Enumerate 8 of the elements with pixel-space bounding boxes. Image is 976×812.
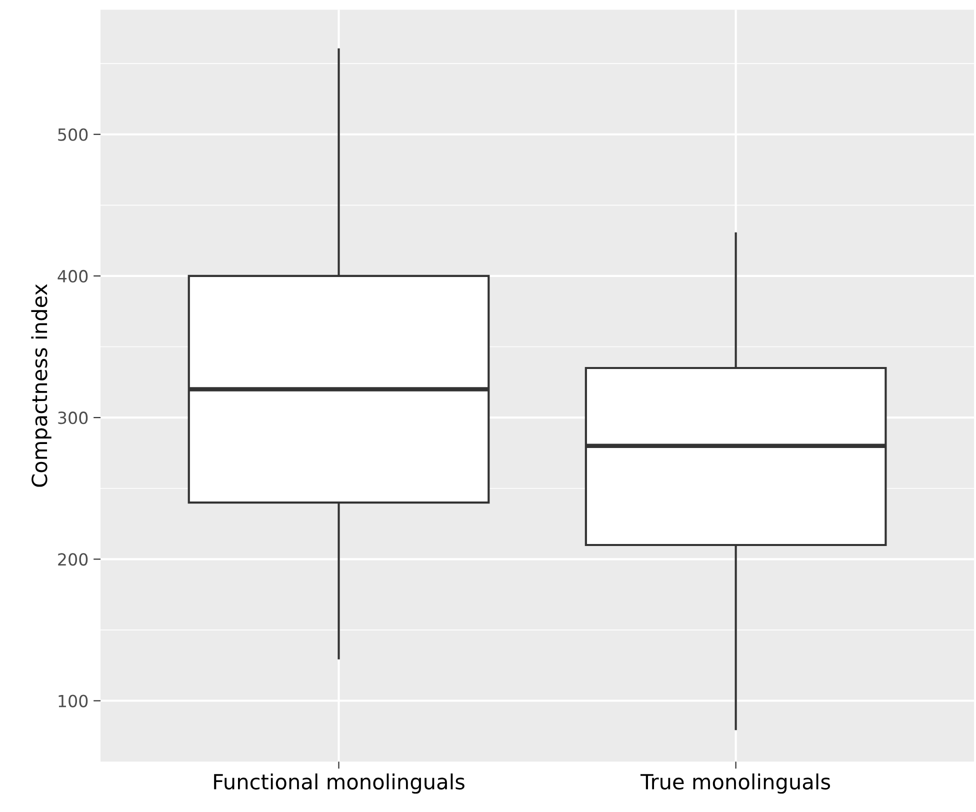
y-axis-title: Compactness index — [31, 284, 52, 487]
y-tick-label: 100 — [58, 694, 88, 708]
y-tick-label: 300 — [58, 412, 88, 424]
y-tick-label: 400 — [58, 270, 88, 283]
x-tick-label: True monolinguals — [640, 773, 830, 794]
y-tick-label: 200 — [58, 553, 88, 566]
x-tick-label: Functional monolinguals — [214, 773, 464, 794]
y-tick-label: 500 — [58, 128, 88, 141]
